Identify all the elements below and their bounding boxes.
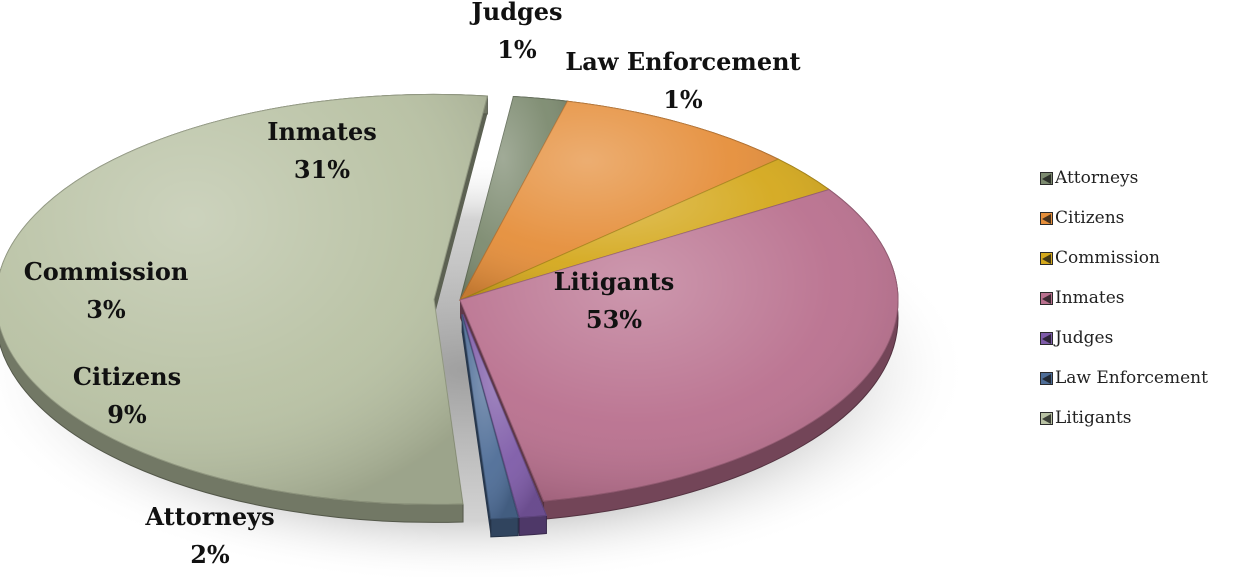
- legend-label-law-enforcement: Law Enforcement: [1055, 368, 1208, 388]
- slice-label-commission: Commission: [24, 257, 189, 286]
- legend-swatch-commission: [1040, 251, 1053, 265]
- pie-slice-law-enforcement: [461, 314, 519, 520]
- legend-item-citizens: Citizens: [1040, 198, 1234, 238]
- legend-swatch-law-enforcement: [1040, 371, 1053, 385]
- legend-swatch-litigants: [1040, 411, 1053, 425]
- legend-swatch-citizens: [1040, 211, 1053, 225]
- legend-item-inmates: Inmates: [1040, 278, 1234, 318]
- legend-label-inmates: Inmates: [1055, 288, 1125, 308]
- legend-swatch-attorneys: [1040, 171, 1053, 185]
- slice-percent-attorneys: 2%: [190, 540, 230, 569]
- legend-item-attorneys: Attorneys: [1040, 158, 1234, 198]
- slice-percent-judges: 1%: [497, 35, 537, 64]
- legend-label-attorneys: Attorneys: [1055, 168, 1139, 188]
- legend-item-law-enforcement: Law Enforcement: [1040, 358, 1234, 398]
- pie-slice-judges: [462, 314, 548, 519]
- legend-item-commission: Commission: [1040, 238, 1234, 278]
- slice-label-judges: Judges: [469, 0, 562, 26]
- legend-item-litigants: Litigants: [1040, 398, 1234, 438]
- legend-label-litigants: Litigants: [1055, 408, 1132, 428]
- slice-label-litigants: Litigants: [554, 267, 675, 296]
- slice-percent-litigants: 53%: [586, 305, 642, 334]
- legend-swatch-judges: [1040, 331, 1053, 345]
- pie-slice-litigants: [0, 93, 489, 505]
- slice-label-citizens: Citizens: [73, 362, 181, 391]
- pie-slice-citizens: [458, 100, 780, 302]
- legend-label-judges: Judges: [1055, 328, 1114, 348]
- legend-swatch-inmates: [1040, 291, 1053, 305]
- slice-percent-citizens: 9%: [107, 400, 147, 429]
- slice-label-law-enforcement: Law Enforcement: [565, 47, 800, 76]
- legend-label-citizens: Citizens: [1055, 208, 1125, 228]
- legend-label-commission: Commission: [1055, 248, 1160, 268]
- slice-percent-law-enforcement: 1%: [663, 85, 703, 114]
- slice-percent-commission: 3%: [86, 295, 126, 324]
- slice-percent-inmates: 31%: [294, 155, 350, 184]
- slice-label-inmates: Inmates: [267, 117, 377, 146]
- legend-item-judges: Judges: [1040, 318, 1234, 358]
- pie-slice-inmates: [459, 189, 899, 502]
- slice-label-attorneys: Attorneys: [144, 502, 274, 531]
- legend: Attorneys Citizens Commission Inmates Judges…: [1040, 158, 1234, 438]
